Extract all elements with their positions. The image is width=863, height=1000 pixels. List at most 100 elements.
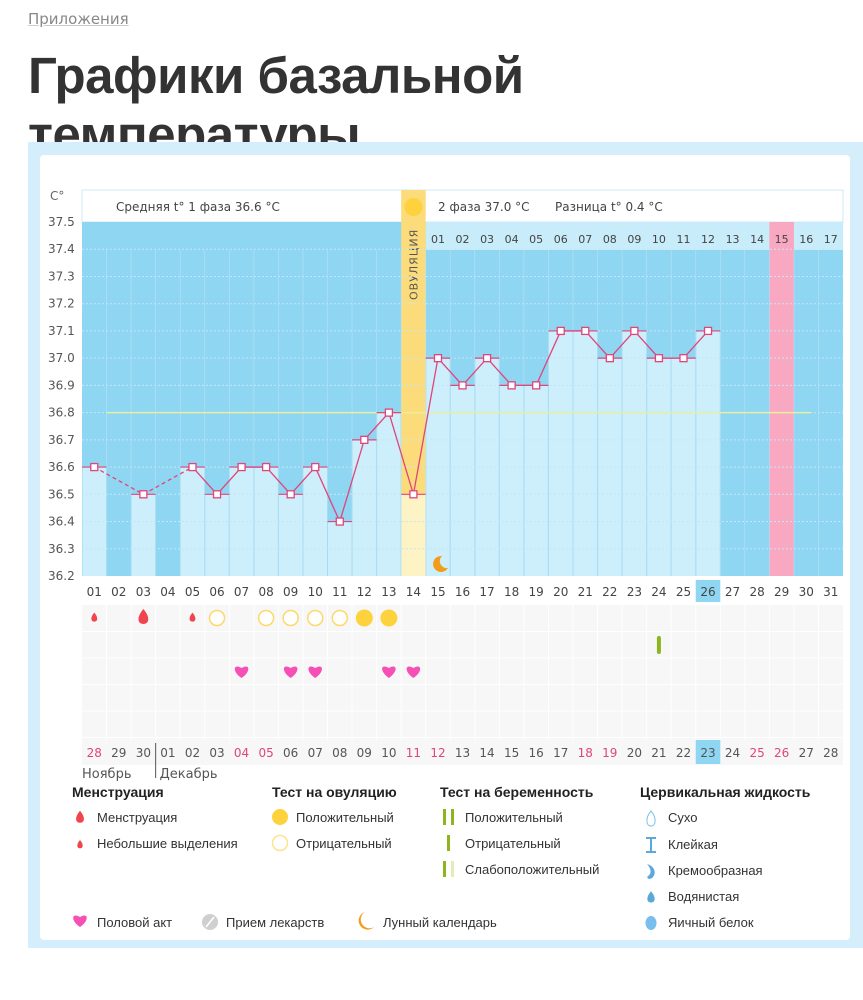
temperature-line-segment [462, 357, 488, 386]
cycle-day-label: 01 [87, 585, 102, 599]
temperature-point[interactable] [384, 408, 394, 417]
calendar-date-label: 18 [578, 746, 593, 760]
temperature-point[interactable] [261, 462, 271, 472]
ovulation-label: ОВУЛЯЦИЯ [407, 229, 420, 300]
phase2-day-label: 03 [480, 233, 494, 246]
cycle-day-label: 06 [209, 585, 224, 599]
intercourse-heart-icon [308, 666, 322, 678]
temperature-point[interactable] [188, 462, 197, 472]
y-tick-label: 36.4 [48, 515, 75, 529]
calendar-date-label: 29 [111, 746, 126, 760]
watery-icon [647, 891, 655, 903]
phase2-day-label: 13 [726, 233, 740, 246]
temperature-point[interactable] [654, 354, 664, 363]
y-tick-label: 36.6 [48, 460, 75, 474]
temperature-point[interactable] [556, 326, 565, 336]
cycle-day-label: 04 [160, 585, 175, 599]
y-tick-label: 36.7 [48, 433, 75, 447]
phase2-day-label: 05 [529, 233, 543, 246]
phase2-day-label: 01 [431, 233, 445, 246]
cycle-day-label: 09 [283, 585, 298, 599]
pregnancy-positive-icon [451, 809, 454, 825]
cycle-day-label: 13 [381, 585, 396, 599]
cycle-day-label: 22 [602, 585, 617, 599]
phase2-day-label: 15 [775, 233, 789, 246]
y-tick-label: 36.5 [48, 487, 75, 501]
ovulation-bar [401, 494, 426, 576]
cycle-day-label: 19 [529, 585, 544, 599]
temperature-point[interactable] [605, 354, 614, 363]
cycle-day-label: 15 [430, 585, 445, 599]
temperature-point[interactable] [286, 490, 295, 499]
ovulation-test-negative-icon [257, 609, 275, 627]
y-tick-label: 37.3 [48, 269, 75, 283]
temperature-bar [205, 494, 229, 576]
phase2-day-label: 17 [824, 233, 838, 246]
cycle-day-label: 24 [651, 585, 666, 599]
temperature-point[interactable] [507, 381, 516, 390]
pregnancy-weak-icon [443, 861, 446, 877]
temperature-point[interactable] [532, 381, 541, 390]
temperature-point[interactable] [630, 326, 639, 336]
legend-item-label: Положительный [296, 810, 394, 825]
temperature-line-segment [437, 357, 464, 386]
phase2-day-label: 10 [652, 233, 666, 246]
temperature-point[interactable] [458, 381, 467, 390]
temperature-bar [499, 385, 524, 576]
temperature-point[interactable] [409, 490, 418, 499]
breadcrumb-link[interactable]: Приложения [28, 10, 129, 28]
menstruation-icon [76, 810, 84, 823]
pregnancy-negative-icon [447, 835, 450, 851]
legend-item-label: Яичный белок [668, 915, 754, 930]
phase2-day-label: 12 [701, 233, 715, 246]
cycle-day-label: 05 [185, 585, 200, 599]
cycle-day-label: 20 [553, 585, 568, 599]
temperature-line-segment [388, 412, 415, 495]
cycle-day-label: 18 [504, 585, 519, 599]
cycle-day-label: 02 [111, 585, 126, 599]
calendar-date-label: 13 [455, 746, 470, 760]
temperature-line-segment [609, 330, 635, 359]
temperature-point[interactable] [335, 517, 344, 526]
temperature-point[interactable] [482, 354, 492, 363]
ovulation-negative-icon [271, 834, 289, 852]
calendar-date-label: 20 [627, 746, 642, 760]
calendar-date-label: 14 [479, 746, 494, 760]
cycle-day-label: 23 [627, 585, 642, 599]
temperature-point[interactable] [139, 490, 148, 499]
ovulation-test-negative-icon [331, 609, 349, 627]
cycle-day-label: 08 [258, 585, 273, 599]
phase2-day-label: 06 [554, 233, 568, 246]
menstruation-drop-icon [138, 609, 149, 624]
legend-item-label: Слабоположительный [465, 862, 599, 877]
temperature-bar [180, 467, 205, 576]
temperature-point[interactable] [433, 354, 443, 363]
temperature-bar [131, 494, 156, 576]
temperature-point[interactable] [679, 354, 688, 363]
calendar-date-label: 19 [602, 746, 617, 760]
legend-item-label: Положительный [465, 810, 563, 825]
temperature-point[interactable] [311, 462, 320, 472]
calendar-date-label: 07 [308, 746, 323, 760]
temperature-point[interactable] [703, 326, 713, 336]
pregnancy-test-negative-icon [656, 636, 661, 654]
calendar-date-label: 03 [209, 746, 224, 760]
temperature-line-segment [314, 466, 341, 522]
ovulation-test-negative-icon [208, 609, 226, 627]
sun-icon [404, 198, 423, 216]
cycle-day-label: 12 [357, 585, 372, 599]
intercourse-heart-icon [283, 666, 298, 678]
y-tick-label: 36.8 [48, 406, 75, 420]
dry-icon [646, 810, 656, 827]
temperature-line-segment [290, 466, 316, 495]
temperature-point[interactable] [581, 326, 590, 336]
temperature-point[interactable] [212, 490, 222, 499]
legend-item-label: Сухо [668, 810, 697, 825]
temperature-point[interactable] [237, 462, 246, 472]
highlight-column [769, 222, 794, 576]
temperature-bar [573, 330, 598, 576]
temperature-point[interactable] [360, 435, 369, 444]
temperature-point[interactable] [90, 462, 99, 472]
temperature-bar [524, 385, 548, 576]
cycle-day-label: 30 [799, 585, 814, 599]
